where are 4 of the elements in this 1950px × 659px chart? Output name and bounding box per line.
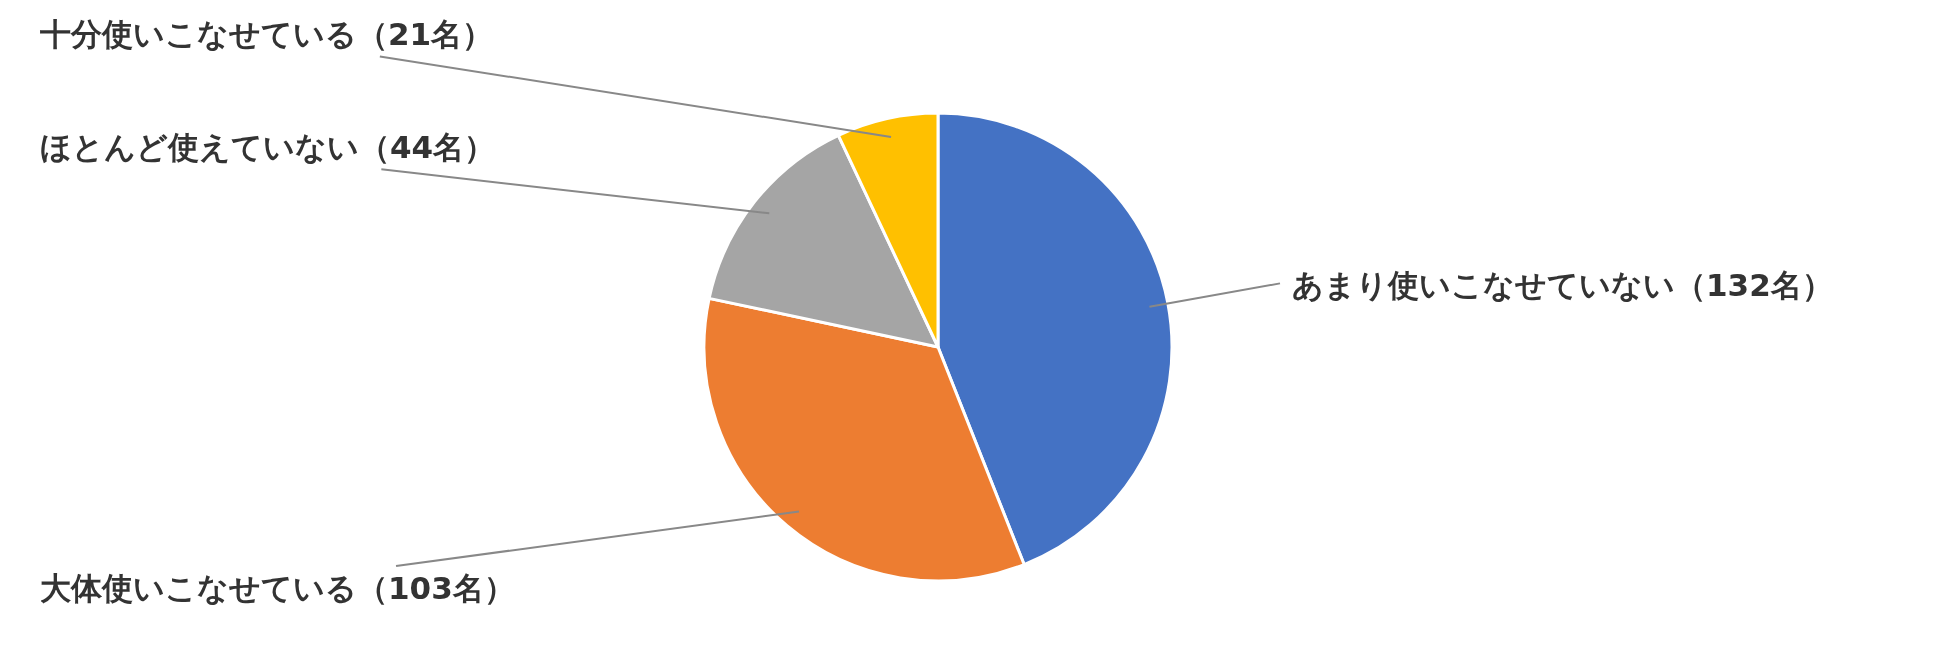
slice-label: あまり使いこなせていない（132名） <box>1292 266 1833 303</box>
slice-label: 十分使いこなせている（21名） <box>39 15 494 52</box>
slice-label: 大体使いこなせている（103名） <box>40 569 515 606</box>
slice-label: ほとんど使えていない（44名） <box>40 128 496 165</box>
